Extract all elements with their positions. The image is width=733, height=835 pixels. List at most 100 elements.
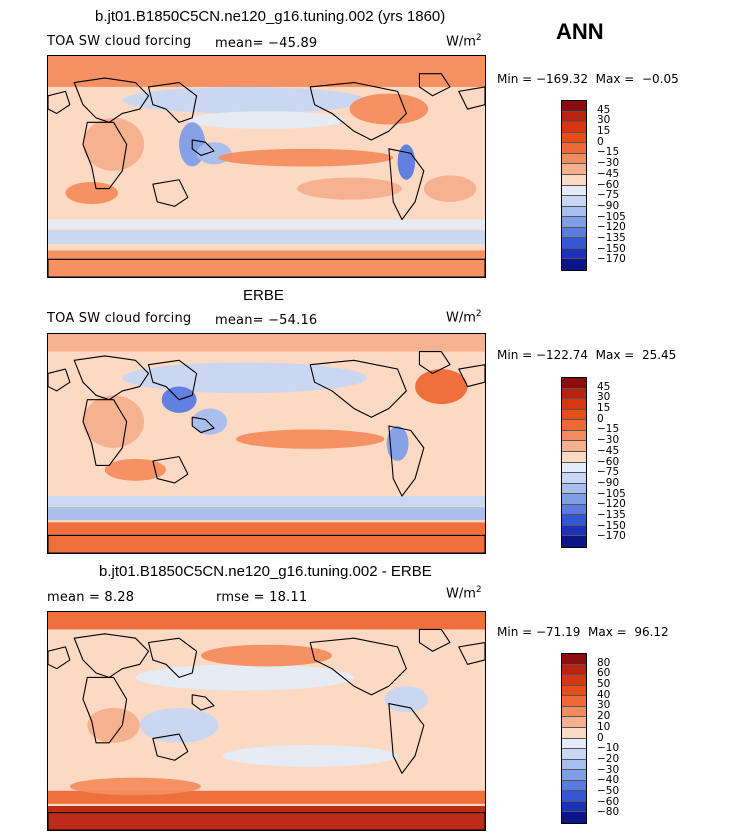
colorbar-swatch: [562, 185, 586, 197]
colorbar-swatch: [562, 494, 586, 505]
colorbar-tick-label: 50: [597, 678, 611, 691]
colorbar-swatch: [562, 132, 586, 144]
panel1-mean: mean= −45.89: [215, 36, 318, 51]
colorbar-swatch: [562, 451, 586, 463]
colorbar-tick-label: 60: [597, 667, 611, 680]
colorbar-tick-label: −10: [597, 742, 620, 755]
colorbar-tick-label: 0: [597, 412, 604, 425]
colorbar-tick-label: −20: [597, 752, 620, 765]
colorbar-swatch: [562, 473, 586, 484]
panel1-title: b.jt01.B1850C5CN.ne120_g16.tuning.002 (y…: [95, 8, 446, 25]
colorbar-swatch: [562, 685, 586, 697]
colorbar-tick-label: −80: [597, 806, 620, 819]
colorbar-tick-label: −105: [597, 210, 626, 223]
colorbar-swatch: [562, 654, 586, 665]
colorbar-swatch: [562, 441, 586, 452]
colorbar-tick-label: 30: [597, 114, 611, 127]
colorbar-tick-label: −60: [597, 178, 620, 191]
colorbar-tick-label: −15: [597, 423, 620, 436]
panel2-colorbar: [561, 377, 587, 548]
colorbar-tick-label: 0: [597, 731, 604, 744]
panel2-field-label: TOA SW cloud forcing: [47, 311, 192, 326]
colorbar-swatch: [562, 248, 586, 260]
colorbar-swatch: [562, 801, 586, 813]
panel3-mean: mean = 8.28: [47, 590, 135, 605]
colorbar-tick-label: −135: [597, 508, 626, 521]
colorbar-tick-label: −135: [597, 231, 626, 244]
colorbar-swatch: [562, 143, 586, 154]
colorbar-swatch: [562, 174, 586, 186]
panel3-units: W/m2: [446, 585, 482, 602]
panel3-map-field: [48, 612, 485, 830]
colorbar-tick-label: 20: [597, 710, 611, 723]
panel1-colorbar-labels: 45 30 15 0 −15 −30 −45 −60 −75 −90 −105 −120 −135 −15…: [597, 100, 657, 271]
colorbar-tick-label: −150: [597, 519, 626, 532]
panel2-map-field: [48, 334, 485, 553]
colorbar-tick-label: 10: [597, 720, 611, 733]
colorbar-swatch: [562, 536, 586, 547]
panel1-map: [47, 55, 486, 278]
colorbar-swatch: [562, 483, 586, 495]
colorbar-tick-label: −45: [597, 167, 620, 180]
colorbar-tick-label: −120: [597, 221, 626, 234]
panel3-map: [47, 611, 486, 831]
panel1-map-field: [48, 56, 485, 277]
panel3-colorbar-labels: 80 60 50 40 30 20 10 0 −10 −20 −30 −40 −50 −60 −80: [597, 653, 657, 824]
colorbar-tick-label: −120: [597, 498, 626, 511]
colorbar-tick-label: −150: [597, 242, 626, 255]
colorbar-swatch: [562, 196, 586, 207]
colorbar-swatch: [562, 227, 586, 239]
panel1-colorbar: [561, 100, 587, 271]
colorbar-tick-label: 15: [597, 402, 611, 415]
colorbar-tick-label: 40: [597, 688, 611, 701]
colorbar-swatch: [562, 504, 586, 516]
colorbar-swatch: [562, 206, 586, 218]
panel2-minmax: Min = −122.74 Max = 25.45: [497, 348, 677, 362]
colorbar-tick-label: 45: [597, 103, 611, 116]
colorbar-swatch: [562, 420, 586, 431]
colorbar-tick-label: 0: [597, 135, 604, 148]
colorbar-tick-label: −50: [597, 784, 620, 797]
colorbar-tick-label: 30: [597, 391, 611, 404]
colorbar-swatch: [562, 727, 586, 739]
colorbar-swatch: [562, 378, 586, 389]
colorbar-swatch: [562, 430, 586, 442]
colorbar-tick-label: −170: [597, 530, 626, 543]
colorbar-tick-label: 30: [597, 699, 611, 712]
colorbar-swatch: [562, 399, 586, 410]
colorbar-tick-label: −90: [597, 199, 620, 212]
colorbar-swatch: [562, 388, 586, 400]
colorbar-tick-label: 45: [597, 380, 611, 393]
panel2-colorbar-labels: 45 30 15 0 −15 −30 −45 −60 −75 −90 −105 −120 −135 −15…: [597, 377, 657, 548]
colorbar-swatch: [562, 780, 586, 792]
colorbar-swatch: [562, 525, 586, 537]
colorbar-tick-label: −40: [597, 774, 620, 787]
colorbar-swatch: [562, 259, 586, 270]
panel3-minmax: Min = −71.19 Max = 96.12: [497, 625, 669, 639]
colorbar-swatch: [562, 759, 586, 771]
colorbar-swatch: [562, 409, 586, 421]
colorbar-tick-label: −105: [597, 487, 626, 500]
season-label: ANN: [556, 19, 604, 44]
colorbar-swatch: [562, 738, 586, 750]
colorbar-swatch: [562, 101, 586, 112]
panel2-title: ERBE: [243, 287, 284, 304]
panel3-rmse: rmse = 18.11: [216, 590, 308, 605]
colorbar-swatch: [562, 812, 586, 823]
colorbar-tick-label: −30: [597, 763, 620, 776]
colorbar-swatch: [562, 675, 586, 686]
colorbar-tick-label: −30: [597, 434, 620, 447]
colorbar-swatch: [562, 749, 586, 760]
colorbar-tick-label: −75: [597, 466, 620, 479]
colorbar-swatch: [562, 122, 586, 133]
colorbar-swatch: [562, 238, 586, 249]
colorbar-tick-label: 15: [597, 125, 611, 138]
panel1-units: W/m2: [446, 33, 482, 50]
panel2-mean: mean= −54.16: [215, 313, 318, 328]
colorbar-swatch: [562, 462, 586, 474]
panel3-title: b.jt01.B1850C5CN.ne120_g16.tuning.002 - …: [99, 563, 432, 580]
colorbar-tick-label: −60: [597, 455, 620, 468]
colorbar-tick-label: −60: [597, 795, 620, 808]
colorbar-tick-label: −170: [597, 253, 626, 266]
colorbar-swatch: [562, 664, 586, 676]
